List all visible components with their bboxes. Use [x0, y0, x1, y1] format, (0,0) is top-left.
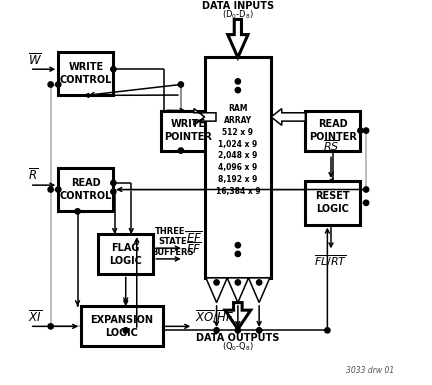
Text: EXPANSION
LOGIC: EXPANSION LOGIC [90, 315, 153, 338]
FancyBboxPatch shape [58, 52, 113, 95]
Text: $\overline{RS}$: $\overline{RS}$ [323, 138, 340, 153]
Text: READ
CONTROL: READ CONTROL [60, 178, 112, 201]
Circle shape [363, 128, 369, 133]
Polygon shape [228, 19, 248, 57]
Circle shape [235, 87, 241, 93]
Circle shape [257, 280, 262, 285]
FancyBboxPatch shape [81, 306, 163, 346]
Text: $\overline{XI}$: $\overline{XI}$ [28, 309, 42, 325]
Text: $\overline{FF}$: $\overline{FF}$ [186, 242, 201, 258]
Circle shape [111, 189, 116, 194]
Text: $\overline{W}$: $\overline{W}$ [28, 52, 42, 68]
Text: FLAG
LOGIC: FLAG LOGIC [109, 243, 142, 266]
Polygon shape [206, 278, 227, 303]
Circle shape [75, 209, 80, 214]
Text: THREE-
STATE
BUFFERS: THREE- STATE BUFFERS [151, 227, 194, 257]
FancyBboxPatch shape [58, 167, 113, 211]
Circle shape [56, 82, 61, 87]
FancyBboxPatch shape [161, 110, 216, 151]
Text: DATA OUTPUTS: DATA OUTPUTS [196, 333, 280, 343]
Circle shape [235, 251, 241, 256]
Polygon shape [225, 303, 251, 329]
Text: RESET
LOGIC: RESET LOGIC [315, 191, 350, 214]
Text: WRITE
CONTROL: WRITE CONTROL [60, 62, 112, 85]
Circle shape [48, 82, 53, 87]
FancyBboxPatch shape [98, 234, 153, 274]
Circle shape [257, 328, 262, 333]
Circle shape [214, 328, 219, 333]
Text: READ
POINTER: READ POINTER [309, 119, 357, 142]
Circle shape [48, 324, 53, 329]
Circle shape [363, 187, 369, 192]
Text: $\overline{R}$: $\overline{R}$ [28, 168, 38, 184]
Circle shape [178, 82, 184, 87]
Polygon shape [248, 278, 270, 303]
Circle shape [235, 280, 241, 285]
Circle shape [235, 79, 241, 84]
Text: (Q$_0$-Q$_8$): (Q$_0$-Q$_8$) [222, 340, 254, 353]
Circle shape [325, 328, 330, 333]
Polygon shape [227, 278, 248, 303]
FancyBboxPatch shape [205, 57, 271, 278]
Text: 3033 drw 01: 3033 drw 01 [346, 366, 395, 375]
Circle shape [214, 280, 219, 285]
Text: $\overline{EF}$: $\overline{EF}$ [186, 231, 202, 247]
Circle shape [123, 328, 128, 333]
Polygon shape [271, 109, 305, 125]
FancyBboxPatch shape [305, 110, 360, 151]
Circle shape [235, 328, 241, 333]
Text: $\overline{XO}$/$\overline{HF}$: $\overline{XO}$/$\overline{HF}$ [195, 308, 235, 325]
Text: RAM
ARRAY
512 x 9
1,024 x 9
2,048 x 9
4,096 x 9
8,192 x 9
16,384 x 9: RAM ARRAY 512 x 9 1,024 x 9 2,048 x 9 4,… [216, 104, 260, 196]
Text: $\overline{FL/RT}$: $\overline{FL/RT}$ [314, 253, 348, 269]
FancyBboxPatch shape [305, 181, 360, 225]
Circle shape [363, 200, 369, 206]
Circle shape [56, 187, 61, 192]
Circle shape [48, 187, 53, 192]
Circle shape [111, 180, 116, 186]
Circle shape [111, 67, 116, 72]
Text: WRITE
POINTER: WRITE POINTER [165, 119, 213, 142]
Text: (D$_0$-D$_8$): (D$_0$-D$_8$) [222, 8, 254, 21]
Circle shape [358, 128, 363, 133]
Text: DATA INPUTS: DATA INPUTS [202, 1, 274, 11]
Circle shape [178, 148, 184, 153]
Polygon shape [194, 109, 216, 125]
Circle shape [235, 243, 241, 248]
